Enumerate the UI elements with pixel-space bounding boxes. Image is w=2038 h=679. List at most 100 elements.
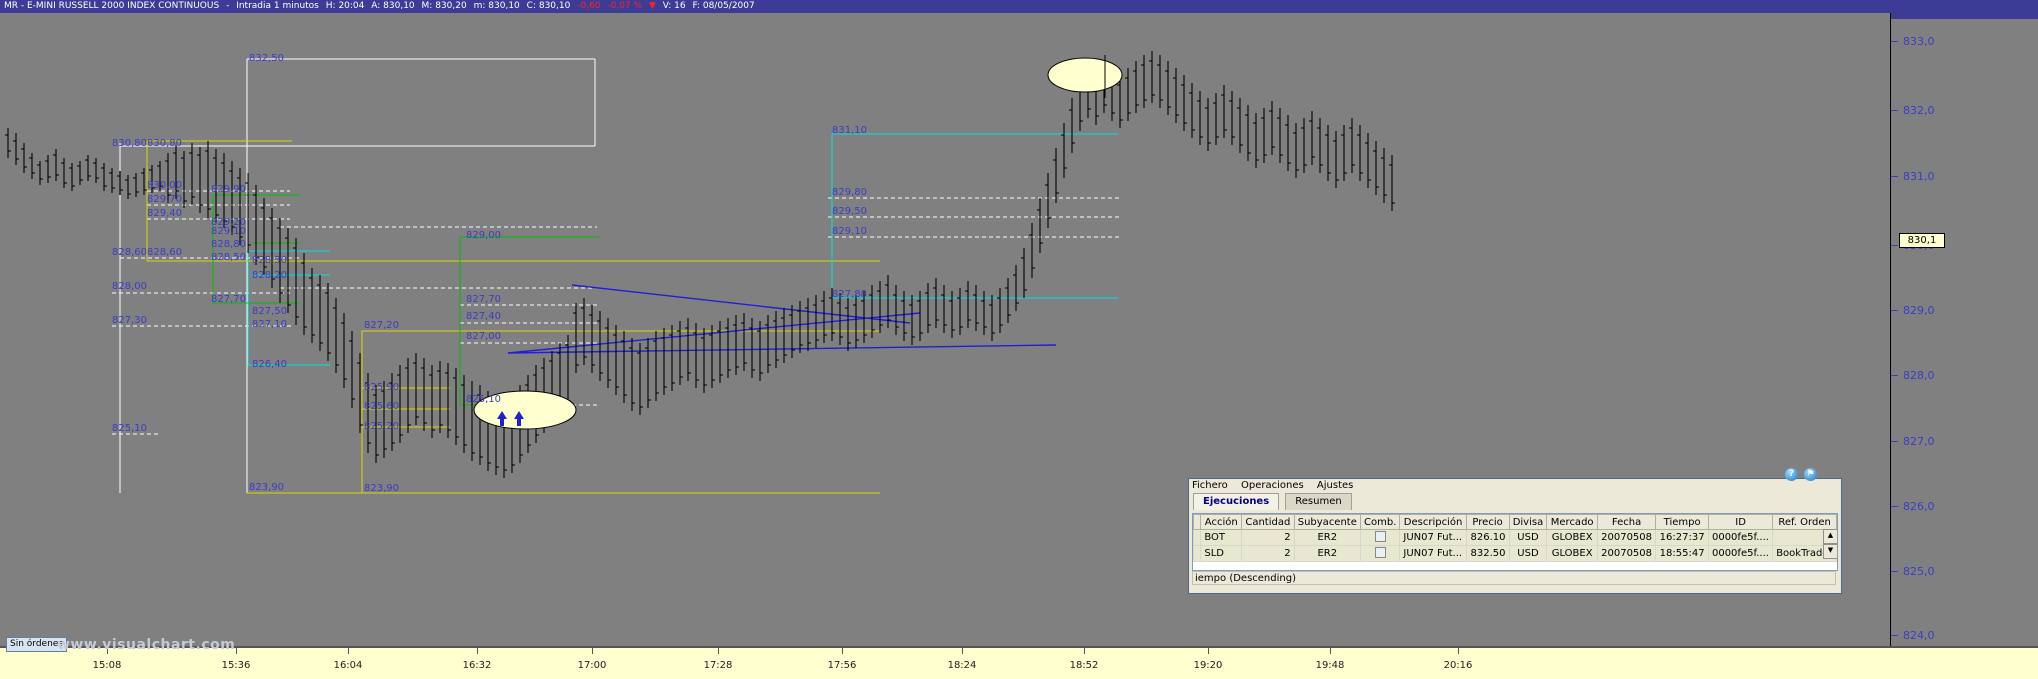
scroll-up-button[interactable]: ▲: [1823, 529, 1837, 544]
tab-ejecuciones[interactable]: Ejecuciones: [1193, 493, 1280, 510]
col-fecha[interactable]: Fecha: [1596, 514, 1657, 530]
cell-accion: SLD: [1200, 545, 1243, 562]
time-axis-tick: [962, 648, 963, 654]
col-accion[interactable]: Acción: [1200, 514, 1243, 530]
table-header-row: Acción Cantidad Subyacente Comb. Descrip…: [1193, 514, 1837, 530]
price-level-label: 829,10: [211, 226, 246, 237]
col-id[interactable]: ID: [1707, 514, 1774, 530]
panel-menu-bar[interactable]: Fichero Operaciones Ajustes ? ⚑: [1189, 468, 1841, 493]
price-axis-tick: [1891, 506, 1898, 507]
menu-operaciones[interactable]: Operaciones: [1241, 480, 1304, 491]
time-axis[interactable]: 15:08 15:36 16:04 16:32 17:00 17:28 17:56 18:24…: [0, 646, 2038, 679]
time-axis-tick: [1084, 648, 1085, 654]
price-level-label: 830,80: [147, 138, 182, 149]
cell-mercado: GLOBEX: [1546, 545, 1598, 562]
time-axis-label: 15:36: [221, 660, 251, 671]
price-axis-tick: [1891, 110, 1898, 111]
col-mercado[interactable]: Mercado: [1546, 514, 1598, 530]
cell-cantidad: 2: [1241, 529, 1295, 546]
cell-comb[interactable]: [1360, 529, 1401, 546]
col-ref-orden[interactable]: Ref. Orden: [1772, 514, 1837, 530]
col-tiempo[interactable]: Tiempo: [1655, 514, 1709, 530]
price-axis-header: [1891, 13, 2038, 19]
time-axis-tick: [1208, 648, 1209, 654]
price-level-label: 827,70: [211, 294, 246, 305]
cell-id: 0000fe5f....: [1707, 529, 1774, 546]
cell-cantidad: 2: [1241, 545, 1295, 562]
price-axis-tick: [1891, 441, 1898, 442]
help-icon[interactable]: ?: [1785, 468, 1798, 481]
price-axis-tick: [1891, 635, 1898, 636]
col-divisa[interactable]: Divisa: [1508, 514, 1548, 530]
highlight-ellipse-top: [1047, 57, 1123, 93]
price-axis[interactable]: 833,0832,0831,0830,0829,0828,0827,0826,0…: [1890, 13, 2038, 646]
menu-ajustes[interactable]: Ajustes: [1316, 480, 1354, 491]
col-precio[interactable]: Precio: [1465, 514, 1510, 530]
price-axis-tick: [1891, 375, 1898, 376]
title-close-value: 830,10: [538, 1, 571, 11]
time-axis-tick: [477, 648, 478, 654]
price-level-label: 828,00: [112, 281, 147, 292]
price-level-label: 828,50: [211, 252, 246, 263]
cell-descripcion: JUN07 Fut...: [1399, 545, 1467, 562]
panel-tabs[interactable]: Ejecuciones Resumen: [1189, 493, 1841, 510]
price-level-label: 823,90: [364, 483, 399, 494]
time-axis-label: 16:04: [333, 660, 363, 671]
executions-table: Acción Cantidad Subyacente Comb. Descrip…: [1193, 514, 1837, 562]
time-axis-label: 19:48: [1315, 660, 1345, 671]
comb-checkbox[interactable]: [1374, 546, 1386, 558]
table-row[interactable]: BOT 2 ER2 JUN07 Fut... 826.10 USD GLOBEX…: [1193, 529, 1837, 546]
title-h-label: H:: [325, 1, 336, 11]
price-level-label: 825,10: [466, 394, 501, 405]
row-marker: [1193, 545, 1202, 562]
cell-fecha: 20070508: [1596, 545, 1657, 562]
time-axis-label: 19:20: [1193, 660, 1223, 671]
table-row[interactable]: SLD 2 ER2 JUN07 Fut... 832.50 USD GLOBEX…: [1193, 545, 1837, 562]
pin-icon[interactable]: ⚑: [1804, 468, 1817, 481]
cell-divisa: USD: [1508, 545, 1548, 562]
price-level-label: 827,30: [112, 315, 147, 326]
price-level-label: 827,00: [466, 331, 501, 342]
title-date-label: F:: [692, 1, 700, 11]
title-high-value: 830,20: [435, 1, 467, 11]
price-level-label: 827,80: [832, 289, 867, 300]
scroll-down-button[interactable]: ▼: [1823, 544, 1837, 559]
time-axis-label: 17:00: [577, 660, 607, 671]
price-level-label: 829,70: [147, 194, 182, 205]
title-change-value: -0,60: [577, 1, 601, 11]
price-level-label: 830,00: [147, 180, 182, 191]
price-level-label: 827,40: [466, 311, 501, 322]
executions-table-wrap[interactable]: Acción Cantidad Subyacente Comb. Descrip…: [1192, 513, 1838, 571]
col-subyacente[interactable]: Subyacente: [1293, 514, 1362, 530]
col-cantidad[interactable]: Cantidad: [1241, 514, 1295, 530]
price-axis-label: 833,0: [1903, 35, 1935, 48]
price-level-label: 826,40: [252, 359, 287, 370]
col-descripcion[interactable]: Descripción: [1399, 514, 1467, 530]
no-orders-button[interactable]: Sin órdenes: [6, 637, 68, 652]
cell-comb[interactable]: [1360, 545, 1401, 562]
price-level-label: 829,50: [832, 206, 867, 217]
table-scrollbar[interactable]: ▲ ▼: [1823, 529, 1837, 567]
time-axis-label: 17:28: [703, 660, 733, 671]
comb-checkbox[interactable]: [1374, 530, 1386, 542]
price-level-label: 827,10: [252, 319, 287, 330]
executions-panel[interactable]: Fichero Operaciones Ajustes ? ⚑ Ejecucio…: [1188, 468, 1842, 594]
price-level-label: 831,10: [832, 125, 867, 136]
price-level-label: 823,90: [249, 482, 284, 493]
title-low-value: 830,10: [488, 1, 520, 11]
cell-divisa: USD: [1508, 529, 1548, 546]
time-axis-tick: [1458, 648, 1459, 654]
col-comb[interactable]: Comb.: [1360, 514, 1401, 530]
price-axis-label: 829,0: [1903, 304, 1935, 317]
title-open-label: A:: [371, 1, 381, 11]
time-axis-label: 17:56: [827, 660, 857, 671]
price-axis-label: 824,0: [1903, 629, 1935, 642]
time-axis-tick: [592, 648, 593, 654]
tab-resumen[interactable]: Resumen: [1285, 493, 1352, 510]
price-level-label: 827,70: [466, 294, 501, 305]
price-axis-label: 826,0: [1903, 500, 1935, 513]
title-open-value: 830,10: [383, 1, 415, 11]
price-level-label: 828,20: [252, 270, 287, 281]
title-separator: -: [226, 1, 230, 11]
menu-fichero[interactable]: Fichero: [1192, 480, 1228, 491]
